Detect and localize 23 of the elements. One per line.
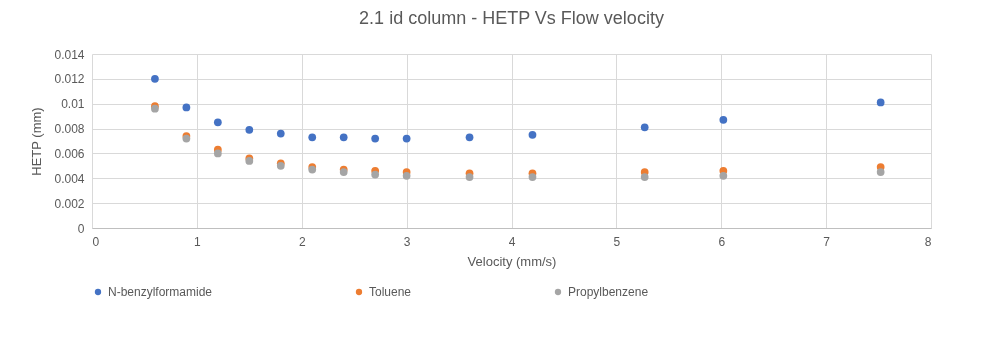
legend-label: N-benzylformamide	[108, 285, 213, 299]
y-tick-label: 0.006	[54, 146, 85, 161]
legend-label: Propylbenzene	[568, 285, 649, 299]
chart-title: 2.1 id column - HETP Vs Flow velocity	[359, 8, 664, 28]
y-axis-title: HETP (mm)	[29, 107, 45, 176]
y-tick-label: 0.002	[54, 196, 85, 211]
x-tick-label: 5	[613, 234, 621, 249]
x-tick-label: 8	[924, 234, 932, 249]
x-tick-label: 0	[92, 234, 100, 249]
x-tick-label: 4	[508, 234, 516, 249]
x-tick-label: 3	[403, 234, 411, 249]
y-tick-label: 0.008	[54, 122, 85, 137]
y-tick-label: 0	[77, 221, 85, 236]
x-tick-label: 7	[823, 234, 831, 249]
x-axis-title: Velocity (mm/s)	[467, 253, 557, 269]
legend-label: Toluene	[369, 285, 412, 299]
x-tick-label: 1	[194, 234, 202, 249]
x-tick-label: 6	[718, 234, 726, 249]
y-tick-label: 0.014	[54, 47, 85, 62]
x-tick-label: 2	[298, 234, 306, 249]
y-tick-label: 0.004	[54, 171, 85, 186]
y-tick-label: 0.01	[61, 97, 85, 112]
y-tick-label: 0.012	[54, 72, 85, 87]
